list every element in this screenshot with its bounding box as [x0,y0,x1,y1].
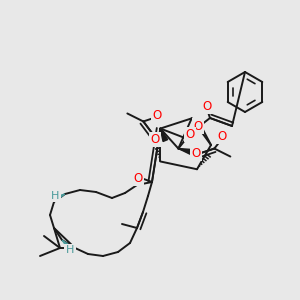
Polygon shape [178,148,194,155]
Polygon shape [62,240,71,249]
Text: O: O [194,119,202,133]
Text: O: O [186,128,195,141]
Text: O: O [134,172,142,184]
Polygon shape [160,128,168,142]
Text: H: H [51,191,59,201]
Text: O: O [192,147,201,160]
Text: O: O [202,100,211,112]
Text: O: O [153,109,162,122]
Polygon shape [54,194,65,201]
Text: H: H [66,245,74,255]
Text: O: O [151,133,160,146]
Text: O: O [218,130,227,143]
